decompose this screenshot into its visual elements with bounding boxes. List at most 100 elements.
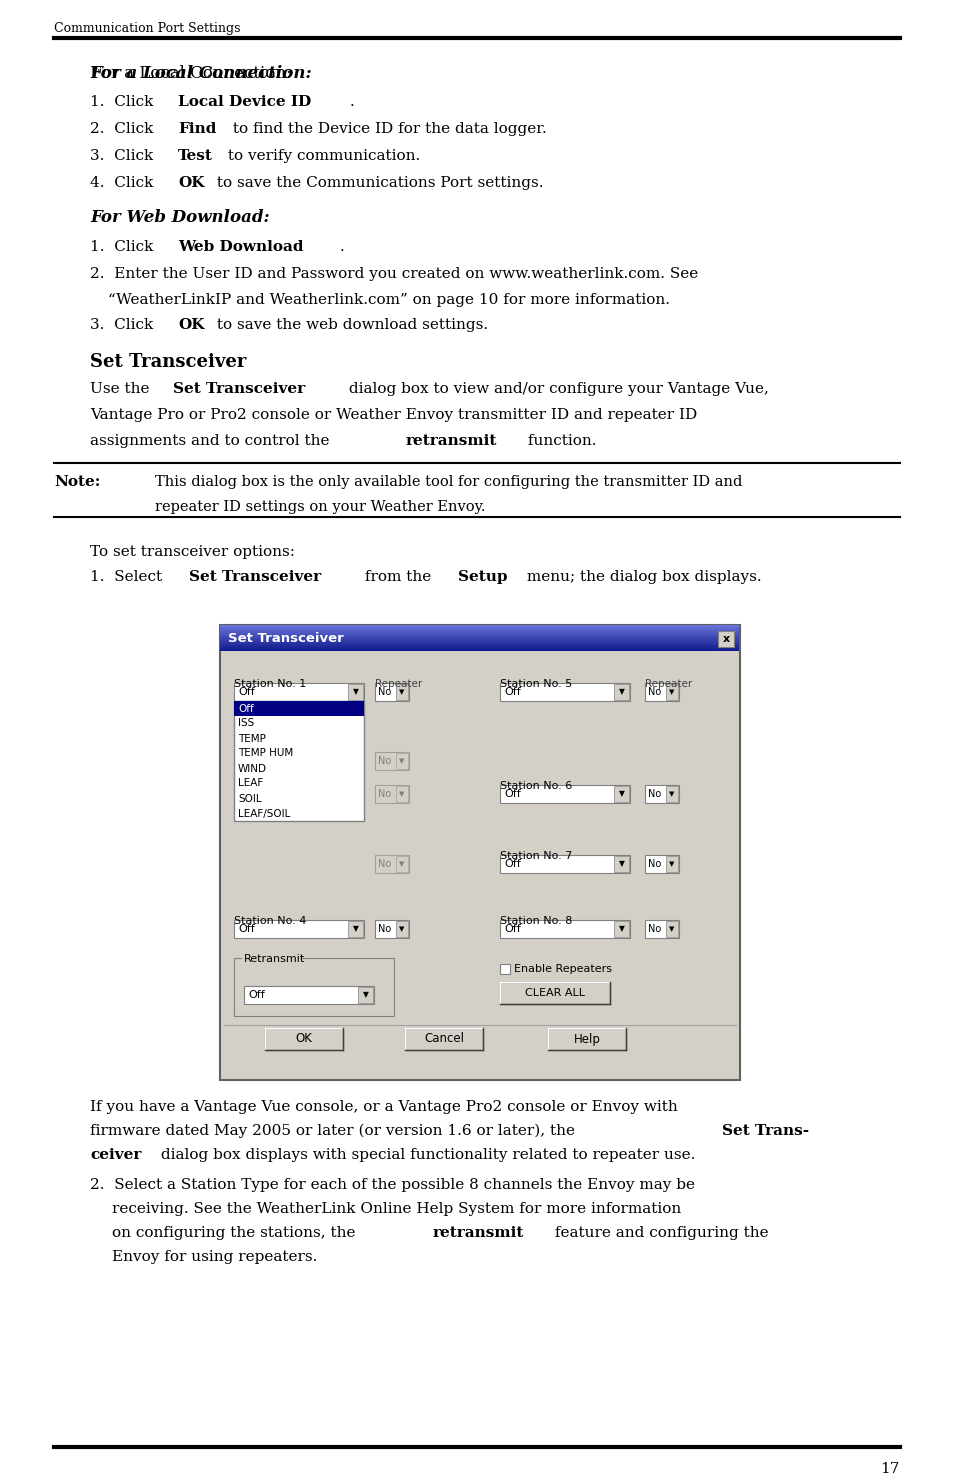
Text: ▼: ▼ (353, 687, 358, 696)
Bar (499, 965, 510, 974)
Text: Set Transceiver: Set Transceiver (189, 569, 321, 584)
Text: 4.  Click: 4. Click (90, 176, 158, 190)
Bar (375, 855, 409, 873)
Text: ▼: ▼ (669, 926, 674, 932)
Bar (242, 951, 302, 965)
Text: TEMP: TEMP (237, 733, 266, 743)
Text: firmware dated May 2005 or later (or version 1.6 or later), the: firmware dated May 2005 or later (or ver… (90, 1124, 579, 1139)
Text: Setup: Setup (457, 569, 507, 584)
Bar (665, 855, 678, 872)
Text: Station No. 1: Station No. 1 (233, 678, 306, 689)
Bar (499, 982, 609, 1004)
Text: .: . (339, 240, 344, 254)
Text: feature and configuring the: feature and configuring the (550, 1226, 768, 1240)
Bar (375, 752, 409, 770)
Bar (233, 701, 364, 822)
Text: function.: function. (522, 434, 596, 448)
Text: menu; the dialog box displays.: menu; the dialog box displays. (521, 569, 760, 584)
Text: ▼: ▼ (399, 926, 404, 932)
Text: to verify communication.: to verify communication. (223, 149, 419, 164)
Text: Off: Off (237, 704, 253, 714)
Text: TEMP HUM: TEMP HUM (237, 748, 293, 758)
Bar (405, 1028, 482, 1050)
Text: No: No (377, 789, 391, 799)
Text: To set transceiver options:: To set transceiver options: (90, 544, 294, 559)
Bar (499, 920, 629, 938)
Text: For a Local Connection:: For a Local Connection: (90, 65, 312, 83)
Text: No: No (647, 858, 660, 869)
Text: 17: 17 (880, 1462, 899, 1475)
Bar (665, 786, 678, 802)
Bar (395, 786, 408, 802)
Text: ▼: ▼ (399, 791, 404, 796)
Text: ▼: ▼ (669, 689, 674, 695)
Bar (614, 684, 628, 701)
Text: No: No (377, 687, 391, 698)
Bar (614, 855, 628, 872)
Bar (375, 920, 409, 938)
Text: dialog box displays with special functionality related to repeater use.: dialog box displays with special functio… (156, 1148, 695, 1162)
Text: ceiver: ceiver (90, 1148, 141, 1162)
Text: 1.  Select: 1. Select (90, 569, 167, 584)
Text: Communication Port Settings: Communication Port Settings (54, 22, 240, 35)
Text: receiving. See the WeatherLink Online Help System for more information: receiving. See the WeatherLink Online He… (112, 1202, 680, 1215)
Text: ▼: ▼ (399, 689, 404, 695)
Text: Off: Off (248, 990, 265, 1000)
Text: retransmit: retransmit (432, 1226, 523, 1240)
Text: Retransmit: Retransmit (244, 954, 305, 965)
Text: Set Trans-: Set Trans- (721, 1124, 808, 1139)
Bar (244, 985, 374, 1004)
Text: ▼: ▼ (363, 991, 369, 1000)
Text: No: No (377, 757, 391, 766)
Text: LEAF/SOIL: LEAF/SOIL (237, 808, 290, 819)
Text: Use the: Use the (90, 382, 154, 395)
Text: Enable Repeaters: Enable Repeaters (514, 965, 612, 974)
Bar (644, 855, 679, 873)
Bar (395, 920, 408, 937)
Bar (547, 1028, 625, 1050)
Text: Station No. 8: Station No. 8 (499, 916, 572, 926)
Text: x: x (721, 634, 729, 645)
Text: 1.  Click: 1. Click (90, 240, 158, 254)
Text: ISS: ISS (237, 718, 254, 729)
Text: Envoy for using repeaters.: Envoy for using repeaters. (112, 1249, 317, 1264)
Bar (348, 684, 363, 701)
Bar (348, 920, 363, 937)
Text: No: No (377, 858, 391, 869)
Text: ▼: ▼ (618, 860, 624, 869)
Text: Set Transceiver: Set Transceiver (172, 382, 305, 395)
Text: Set Transceiver: Set Transceiver (90, 353, 246, 372)
Bar (614, 920, 628, 937)
Bar (233, 957, 394, 1016)
Text: Off: Off (237, 923, 254, 934)
Text: Station No. 7: Station No. 7 (499, 851, 572, 861)
Text: 2.  Enter the User ID and Password you created on www.weatherlink.com. See: 2. Enter the User ID and Password you cr… (90, 267, 698, 282)
Bar (665, 684, 678, 701)
Text: LEAF: LEAF (237, 779, 263, 789)
Text: ▼: ▼ (669, 861, 674, 867)
Text: WIND: WIND (237, 764, 267, 773)
Text: 1.  Click: 1. Click (90, 94, 158, 109)
Text: Test: Test (177, 149, 213, 164)
Text: 2.  Select a Station Type for each of the possible 8 channels the Envoy may be: 2. Select a Station Type for each of the… (90, 1179, 695, 1192)
Text: Web Download: Web Download (178, 240, 303, 254)
Text: assignments and to control the: assignments and to control the (90, 434, 334, 448)
Bar (233, 701, 364, 715)
Text: OK: OK (178, 176, 204, 190)
Text: Help: Help (573, 1032, 599, 1046)
Text: OK: OK (177, 319, 204, 332)
Text: ▼: ▼ (399, 861, 404, 867)
Text: Note:: Note: (54, 475, 100, 490)
Bar (499, 785, 629, 802)
Bar (644, 785, 679, 802)
Text: Station No. 5: Station No. 5 (499, 678, 572, 689)
Text: SOIL: SOIL (237, 794, 261, 804)
Text: For Web Download:: For Web Download: (90, 209, 270, 226)
Text: Off: Off (503, 858, 520, 869)
Bar (265, 1028, 343, 1050)
Text: Off: Off (503, 789, 520, 799)
Text: “WeatherLinkIP and Weatherlink.com” on page 10 for more information.: “WeatherLinkIP and Weatherlink.com” on p… (108, 294, 669, 307)
Text: ▼: ▼ (618, 687, 624, 696)
Bar (614, 786, 628, 802)
Text: repeater ID settings on your Weather Envoy.: repeater ID settings on your Weather Env… (154, 500, 485, 513)
